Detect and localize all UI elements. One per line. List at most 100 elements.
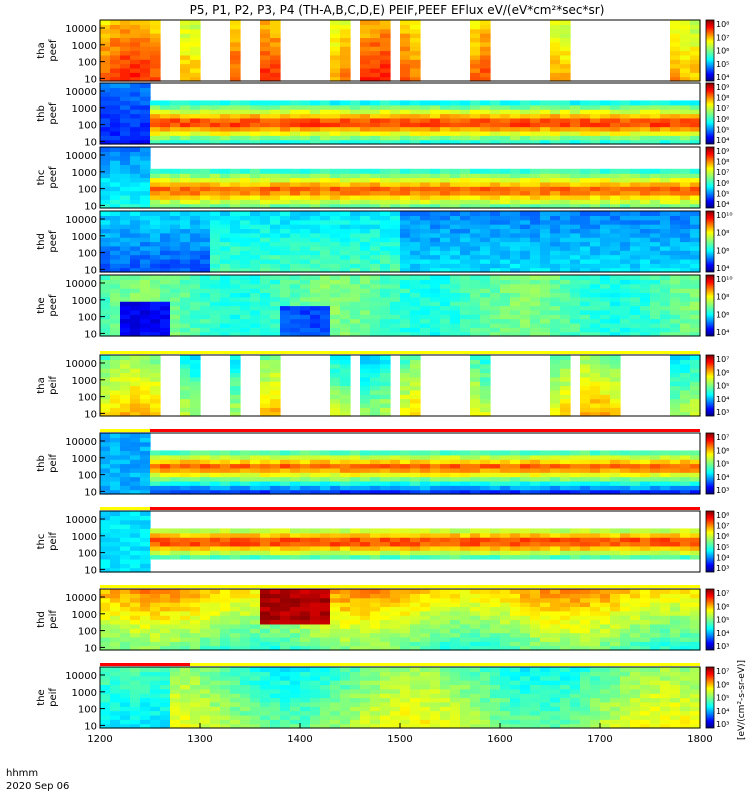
heatmap-cell [400,76,411,82]
heatmap-cell [120,168,131,174]
heatmap-cell [130,363,141,369]
heatmap-cell [370,104,381,110]
heatmap-cell [600,398,611,404]
heatmap-cell [260,113,271,119]
heatmap-cell [560,203,571,209]
heatmap-cell [250,322,261,328]
heatmap-cell [580,135,591,141]
heatmap-cell [620,122,631,128]
heatmap-cell [410,168,421,174]
heatmap-cell [180,411,191,417]
heatmap-cell [530,139,541,145]
heatmap-cell [560,288,571,294]
heatmap-cell [120,641,131,647]
heatmap-cell [600,532,611,538]
heatmap-cell [110,446,121,452]
heatmap-cell [510,219,521,225]
heatmap-cell [290,215,301,221]
heatmap-cell [620,480,631,486]
heatmap-cell [390,241,401,247]
heatmap-cell [610,402,621,408]
heatmap-cell [610,135,621,141]
heatmap-cell [260,476,271,482]
heatmap-cell [120,151,131,157]
heatmap-cell [170,113,181,119]
heatmap-cell [560,394,571,400]
heatmap-cell [530,104,541,110]
heatmap-cell [320,459,331,465]
heatmap-cell [540,109,551,115]
heatmap-cell [680,554,691,560]
heatmap-cell [520,296,531,302]
heatmap-cell [160,288,171,294]
heatmap-cell [300,215,311,221]
heatmap-cell [430,194,441,200]
heatmap-cell [430,472,441,478]
heatmap-cell [260,398,271,404]
heatmap-cell [330,224,341,230]
heatmap-cell [170,263,181,269]
heatmap-cell [150,181,161,187]
heatmap-cell [190,28,201,34]
heatmap-cell [300,254,311,260]
heatmap-cell [370,305,381,311]
heatmap-cell [360,37,371,43]
heatmap-cell [460,237,471,243]
heatmap-cell [150,135,161,141]
heatmap-cell [470,126,481,132]
heatmap-cell [550,41,561,47]
heatmap-cell [500,283,511,289]
heatmap-cell [260,59,271,65]
heatmap-cell [330,472,341,478]
heatmap-cell [110,363,121,369]
heatmap-cell [230,20,241,25]
heatmap-cell [690,372,701,378]
heatmap-cell [350,224,361,230]
heatmap-cell [450,318,461,324]
heatmap-cell [100,463,111,469]
heatmap-cell [100,155,111,161]
heatmap-cell [520,181,531,187]
heatmap-cell [220,194,231,200]
heatmap-cell [100,263,111,269]
heatmap-cell [620,314,631,320]
heatmap-cell [580,363,591,369]
heatmap-cell [240,489,251,495]
heatmap-cell [380,301,391,307]
heatmap-cell [140,109,151,115]
heatmap-cell [610,267,621,273]
heatmap-cell [520,168,531,174]
heatmap-cell [200,224,211,230]
heatmap-cell [120,263,131,269]
heatmap-cell [120,100,131,106]
heatmap-cell [380,368,391,374]
heatmap-cell [280,541,291,547]
heatmap-cell [200,186,211,192]
heatmap-cell [470,283,481,289]
heatmap-cell [190,283,201,289]
heatmap-cell [470,528,481,534]
heatmap-cell [390,545,401,551]
heatmap-cell [380,186,391,192]
heatmap-cell [190,33,201,39]
heatmap-cell [380,113,391,119]
heatmap-cell [210,194,221,200]
heatmap-cell [360,407,371,413]
heatmap-cell [630,135,641,141]
heatmap-cell [270,327,281,333]
heatmap-cell [360,109,371,115]
heatmap-cell [100,385,111,391]
heatmap-cell [150,224,161,230]
heatmap-cell [330,237,341,243]
heatmap-cell [680,245,691,251]
heatmap-cell [340,301,351,307]
heatmap-cell [260,355,271,360]
heatmap-cell [310,194,321,200]
heatmap-cell [410,219,421,225]
heatmap-cell [630,109,641,115]
heatmap-cell [370,283,381,289]
heatmap-cell [510,263,521,269]
heatmap-cell [190,254,201,260]
heatmap-cell [420,219,431,225]
heatmap-cell [120,279,131,285]
